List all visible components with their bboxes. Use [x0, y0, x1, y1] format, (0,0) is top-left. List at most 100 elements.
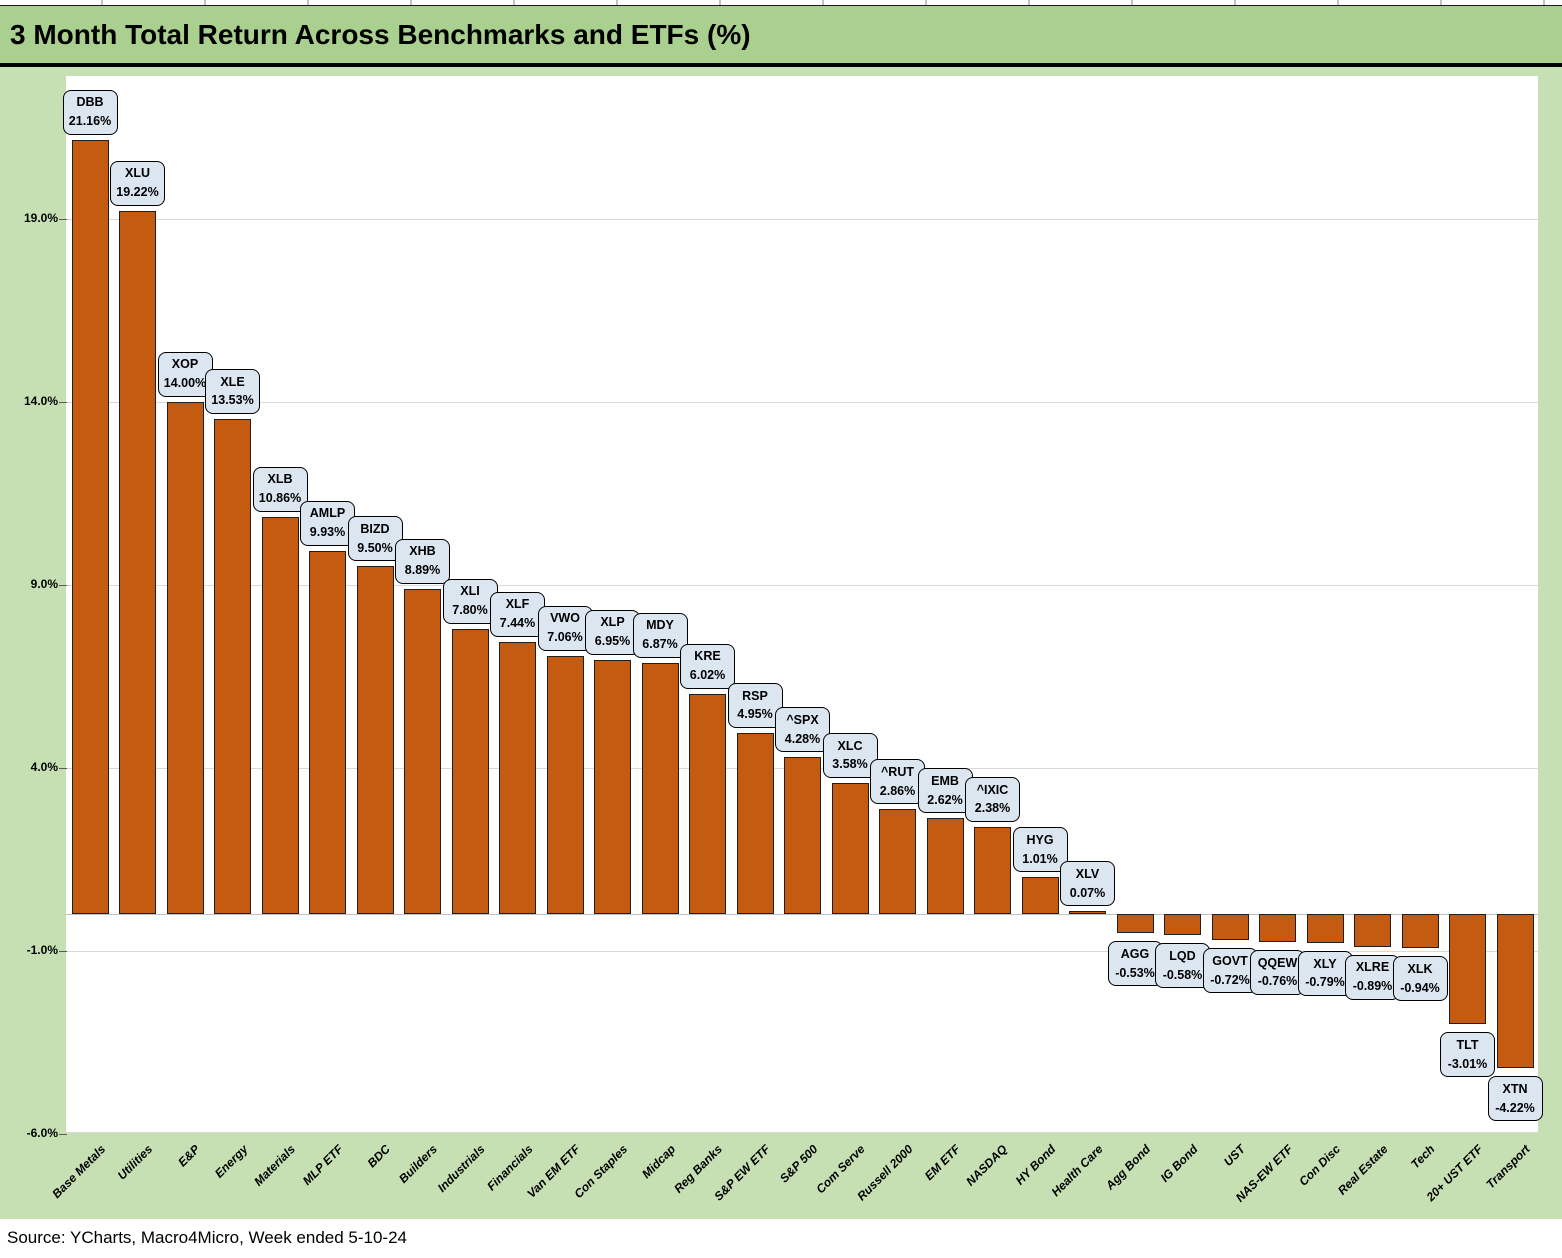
bar-ticker: AMLP [309, 506, 346, 521]
bar [214, 418, 251, 914]
bar-ticker: XHB [409, 544, 436, 559]
bar-ticker: GOVT [1212, 954, 1248, 969]
y-tick-mark [59, 950, 67, 952]
bar [594, 659, 631, 914]
bar [1069, 911, 1106, 914]
bar-value: 13.53% [211, 393, 254, 408]
bar-ticker: XLU [125, 166, 150, 181]
y-axis-label: -1.0% [26, 942, 58, 957]
y-tick-mark [59, 767, 67, 769]
bar-ticker: XLV [1075, 867, 1100, 882]
bar-value: -0.72% [1210, 972, 1250, 987]
bar-value: 21.16% [68, 114, 112, 129]
bar-label-box: TLT -3.01% [1440, 1032, 1495, 1078]
bar-ticker: AGG [1120, 947, 1150, 962]
bar-label-box: AGG -0.53% [1107, 941, 1163, 987]
bar-label-box: ^RUT 2.86% [870, 759, 925, 805]
bar-ticker: XTN [1502, 1082, 1528, 1097]
bar [879, 809, 916, 914]
bar-label-box: KRE 6.02% [680, 643, 735, 689]
bar [499, 641, 536, 914]
bar [1496, 914, 1534, 1069]
bar-label-box: XLF 7.44% [490, 591, 545, 637]
bar [1259, 914, 1296, 942]
bar-value: 7.06% [547, 630, 583, 645]
bar-label-box: XLE 13.53% [205, 368, 260, 414]
bar-ticker: XLE [220, 374, 245, 389]
bar-label-box: QQEW -0.76% [1250, 949, 1305, 995]
y-tick-mark [59, 584, 67, 586]
bar [1306, 914, 1344, 943]
bar-label-box: LQD -0.58% [1155, 943, 1210, 989]
y-axis-label: -6.0% [26, 1125, 58, 1140]
y-axis-label: 19.0% [23, 210, 58, 225]
bar-ticker: DBB [76, 95, 104, 110]
bar [119, 210, 156, 914]
bar-label-box: VWO 7.06% [537, 605, 593, 651]
bar-ticker: TLT [1456, 1037, 1479, 1052]
bar-value: 6.87% [642, 637, 678, 652]
bar-ticker: RSP [742, 688, 768, 703]
bar [926, 818, 964, 914]
bar-ticker: XLC [837, 738, 863, 753]
bar [736, 732, 774, 914]
source-note: Source: YCharts, Macro4Micro, Week ended… [7, 1228, 408, 1247]
bar-value: -0.53% [1115, 965, 1155, 980]
bar-ticker: KRE [694, 649, 721, 664]
bar [404, 588, 441, 914]
bar-ticker: XLI [460, 584, 480, 599]
bar-label-box: XLY -0.79% [1297, 950, 1353, 996]
bar [689, 693, 726, 914]
y-tick-mark [59, 218, 67, 220]
bar-value: -0.89% [1352, 979, 1393, 994]
bar-label-box: XTN -4.22% [1487, 1076, 1543, 1122]
gridline [66, 1132, 1538, 1133]
bar-label-box: XLRE -0.89% [1345, 954, 1400, 1000]
bar-value: 14.00% [163, 376, 207, 391]
bar-value: 1.01% [1022, 851, 1058, 866]
bar [784, 757, 821, 914]
bar-value: 7.80% [452, 603, 488, 618]
bar-value: 8.89% [404, 563, 441, 578]
bar-label-box: XOP 14.00% [157, 351, 213, 397]
bar-label-box: BIZD 9.50% [347, 516, 403, 562]
source-strip: Source: YCharts, Macro4Micro, Week ended… [0, 1219, 1562, 1258]
bar-label-box: XLU 19.22% [110, 160, 165, 206]
bar-value: 2.38% [974, 801, 1011, 816]
bar-value: 2.86% [879, 783, 916, 798]
bar-value: -3.01% [1447, 1056, 1488, 1071]
bar [166, 401, 204, 914]
bar [1449, 914, 1486, 1025]
bar-value: 7.44% [499, 616, 536, 631]
bar [1164, 914, 1201, 936]
bar-ticker: ^SPX [786, 713, 819, 728]
bar-ticker: XLY [1313, 956, 1337, 971]
bar-value: 4.95% [737, 707, 773, 722]
bar-ticker: ^RUT [881, 765, 914, 780]
bar-value: 9.50% [357, 540, 393, 555]
y-axis-label: 4.0% [30, 759, 58, 774]
bar-value: -0.76% [1257, 974, 1298, 989]
bar-value: 6.02% [689, 668, 726, 683]
gridline [66, 584, 1538, 586]
bar [309, 550, 346, 914]
bar-value: -4.22% [1495, 1100, 1535, 1115]
bar-label-box: HYG 1.01% [1012, 827, 1068, 873]
bar-value: 0.07% [1069, 885, 1106, 900]
bar-value: 6.95% [594, 634, 631, 649]
bar [831, 782, 869, 914]
y-tick-mark [59, 401, 67, 403]
chart-title: 3 Month Total Return Across Benchmarks a… [10, 19, 751, 50]
bar-ticker: QQEW [1257, 955, 1298, 970]
bar [546, 655, 584, 914]
bar-value: -0.94% [1400, 980, 1440, 995]
bar-ticker: HYG [1026, 832, 1054, 847]
bar-ticker: XLK [1407, 962, 1433, 977]
bar-ticker: MDY [646, 618, 674, 633]
bar [641, 662, 679, 914]
bar-value: 9.93% [309, 525, 346, 540]
bar-value: 19.22% [116, 185, 159, 200]
bar-ticker: LQD [1169, 948, 1196, 963]
bar-value: 2.62% [927, 792, 963, 807]
